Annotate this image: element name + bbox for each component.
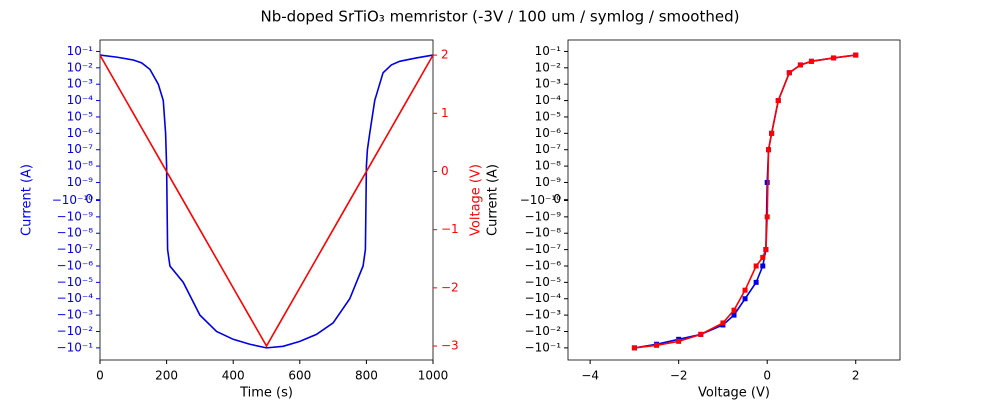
data-point <box>698 331 704 337</box>
data-point <box>808 58 814 64</box>
x-tick-label: −4 <box>581 369 599 383</box>
y-axis-label: Current (A) <box>20 164 35 236</box>
y-tick-label: 10⁻⁴ <box>535 93 562 107</box>
data-point <box>753 263 759 269</box>
data-point <box>654 342 660 348</box>
data-point <box>775 98 781 104</box>
x-axis-label: Time (s) <box>239 386 293 400</box>
y-tick-label: 0 <box>85 192 93 206</box>
y-tick-label: −10⁻⁶ <box>525 258 562 272</box>
series-line <box>634 54 856 349</box>
y-tick-label: 10⁻¹ <box>67 44 94 58</box>
y-tick-label: 10⁻⁸ <box>535 159 562 173</box>
series-line <box>634 54 856 349</box>
data-point <box>731 307 737 313</box>
y-tick-label: −10⁻⁵ <box>525 275 562 289</box>
y2-tick-label: 0 <box>441 164 449 178</box>
y-tick-label: −10⁻⁵ <box>57 275 94 289</box>
data-point <box>631 345 637 351</box>
y-tick-label: −10⁻³ <box>57 308 94 322</box>
x-tick-label: 1000 <box>418 369 449 383</box>
data-point <box>742 296 748 302</box>
y-tick-label: 10⁻¹ <box>535 44 562 58</box>
y-tick-label: −10⁻¹ <box>525 340 562 354</box>
y-tick-label: 10⁻⁹ <box>67 175 94 189</box>
data-point <box>720 320 726 326</box>
data-point <box>831 55 837 61</box>
y-tick-label: 10⁻⁷ <box>67 142 94 156</box>
data-point <box>742 287 748 293</box>
series-line <box>99 54 434 349</box>
y-tick-label: −10⁻¹⁰ <box>520 193 561 207</box>
y-tick-label: −10⁻⁸ <box>525 226 562 240</box>
data-point <box>753 279 759 285</box>
y2-tick-label: 1 <box>441 106 449 120</box>
data-point <box>797 62 803 68</box>
y-tick-label: −10⁻⁴ <box>57 291 94 305</box>
y-tick-label: −10⁻³ <box>525 308 562 322</box>
x-tick-label: 600 <box>288 369 311 383</box>
data-point <box>731 312 737 318</box>
data-point <box>769 130 775 136</box>
y2-tick-label: −2 <box>441 280 459 294</box>
figure-title: Nb-doped SrTiO₃ memristor (-3V / 100 um … <box>261 8 740 26</box>
series-line <box>99 54 434 348</box>
y-tick-label: −10⁻⁷ <box>57 242 94 256</box>
y-axis-label: Current (A) <box>486 164 501 236</box>
y-tick-label: 10⁻⁵ <box>535 109 562 123</box>
y-tick-label: −10⁻² <box>525 324 562 338</box>
y2-tick-label: 2 <box>441 48 449 62</box>
y-tick-label: 10⁻² <box>67 60 94 74</box>
y-tick-label: 0 <box>553 192 561 206</box>
y2-axis-label: Voltage (V) <box>469 164 484 236</box>
data-point <box>760 254 766 260</box>
y-tick-label: 10⁻⁶ <box>535 126 562 140</box>
data-point <box>763 247 769 253</box>
y-tick-label: −10⁻⁷ <box>525 242 562 256</box>
y-tick-label: 10⁻⁷ <box>535 142 562 156</box>
y-tick-label: −10⁻⁸ <box>57 226 94 240</box>
y-tick-label: 10⁻⁶ <box>67 126 94 140</box>
y-tick-label: −10⁻² <box>57 324 94 338</box>
data-point <box>764 214 770 220</box>
x-tick-label: 400 <box>222 369 245 383</box>
data-point <box>786 70 792 76</box>
y2-tick-label: −1 <box>441 222 459 236</box>
x-tick-label: −2 <box>670 369 688 383</box>
x-tick-label: 0 <box>96 369 104 383</box>
y-tick-label: −10⁻¹⁰ <box>52 193 93 207</box>
data-point <box>676 338 682 344</box>
data-point <box>853 52 859 58</box>
y-tick-label: −10⁻⁴ <box>525 291 562 305</box>
y-tick-label: 10⁻⁵ <box>67 109 94 123</box>
data-point <box>760 263 766 269</box>
y-tick-label: −10⁻¹ <box>57 340 94 354</box>
y-tick-label: −10⁻⁶ <box>57 258 94 272</box>
y2-tick-label: −3 <box>441 339 459 353</box>
y-tick-label: 10⁻³ <box>535 77 562 91</box>
x-tick-label: 200 <box>155 369 178 383</box>
y-tick-label: −10⁻⁹ <box>525 209 562 223</box>
y-tick-label: 10⁻⁸ <box>67 159 94 173</box>
y-tick-label: 10⁻² <box>535 60 562 74</box>
x-tick-label: 800 <box>355 369 378 383</box>
y-tick-label: 10⁻⁴ <box>67 93 94 107</box>
plot-area <box>99 39 434 361</box>
y-tick-label: 10⁻³ <box>67 77 94 91</box>
y-tick-label: −10⁻⁹ <box>57 209 94 223</box>
x-tick-label: 0 <box>763 369 771 383</box>
y-tick-label: 10⁻⁹ <box>535 175 562 189</box>
data-point <box>766 147 772 153</box>
x-tick-label: 2 <box>852 369 860 383</box>
x-axis-label: Voltage (V) <box>698 386 770 400</box>
